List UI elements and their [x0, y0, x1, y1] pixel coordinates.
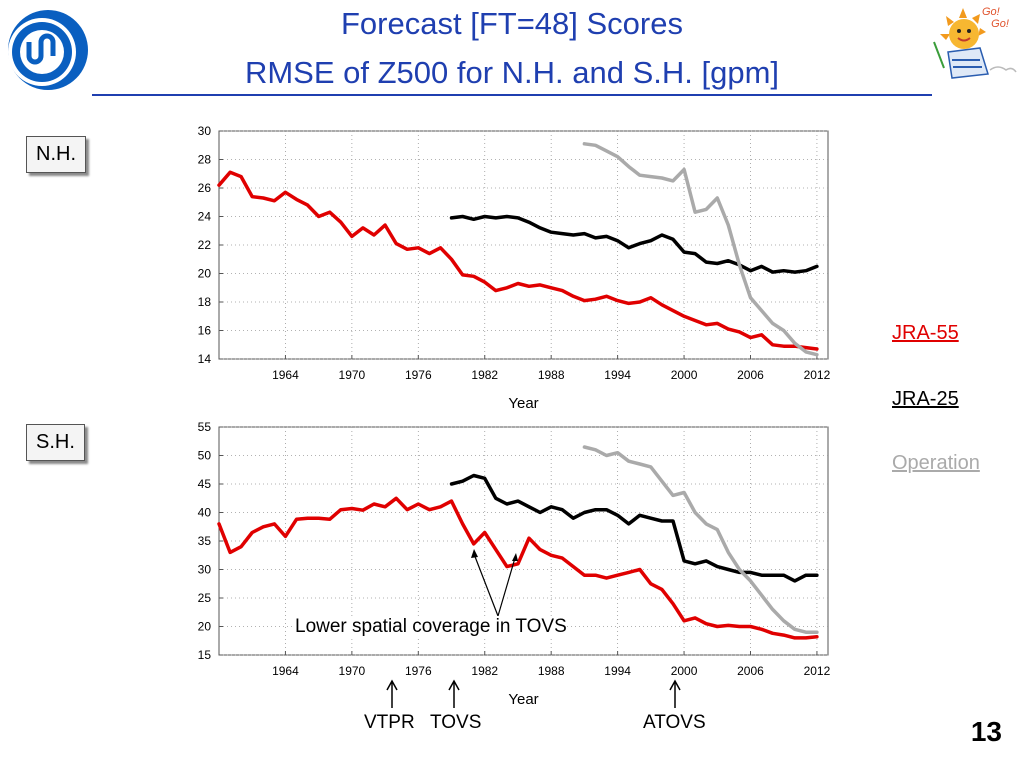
nh-xtick-label: 1982 — [471, 368, 498, 382]
nh-xtick-label: 1988 — [538, 368, 565, 382]
sh-ytick-label: 45 — [198, 477, 212, 491]
tovs-label: TOVS — [430, 712, 482, 733]
sh-series-jra-25 — [449, 473, 819, 583]
sh-ytick-label: 15 — [198, 648, 212, 662]
page-number: 13 — [970, 716, 1002, 747]
nh-ytick-label: 16 — [198, 324, 212, 338]
nh-xtick-label: 1970 — [339, 368, 366, 382]
nh-series-jra-55 — [217, 170, 819, 351]
nh-ytick-label: 24 — [198, 210, 212, 224]
sh-xtick-label: 1982 — [471, 664, 498, 678]
nh-xaxis-label: Year — [508, 395, 538, 412]
legend-item-jra25[interactable]: JRA-25 — [892, 388, 959, 410]
sh-series-operation — [582, 445, 819, 634]
sh-ytick-label: 35 — [198, 534, 212, 548]
vtpr-label: VTPR — [364, 712, 415, 733]
nh-xtick-label: 2012 — [804, 368, 831, 382]
sh-ytick-label: 30 — [198, 563, 212, 577]
sh-xtick-label: 1976 — [405, 664, 432, 678]
tovs-coverage-note: Lower spatial coverage in TOVS — [295, 616, 567, 638]
nh-xtick-label: 2000 — [671, 368, 698, 382]
nh-xtick-label: 2006 — [737, 368, 764, 382]
nh-xtick-label: 1994 — [604, 368, 631, 382]
sh-xtick-label: 1964 — [272, 664, 299, 678]
sh-xaxis-label: Year — [508, 691, 538, 708]
atovs-label: ATOVS — [643, 712, 706, 733]
nh-ytick-label: 20 — [198, 267, 212, 281]
nh-series-jra-25 — [449, 214, 819, 274]
legend-item-operation[interactable]: Operation — [892, 452, 980, 474]
nh-ytick-label: 28 — [198, 153, 212, 167]
sh-xtick-label: 2000 — [671, 664, 698, 678]
sh-xtick-label: 1970 — [339, 664, 366, 678]
nh-ytick-label: 14 — [198, 352, 212, 366]
sh-xtick-label: 2012 — [804, 664, 831, 678]
mascot-go-text: Go! Go! — [982, 6, 1009, 30]
sh-xtick-label: 2006 — [737, 664, 764, 678]
title-underline — [92, 94, 932, 96]
nh-xtick-label: 1976 — [405, 368, 432, 382]
nh-ytick-label: 26 — [198, 181, 212, 195]
nh-ytick-label: 30 — [198, 124, 212, 138]
mascot-icon — [933, 8, 1017, 79]
chart-nh: 14 16 18 20 22 24 26 28 30 1964 1970 1976 1982 1988 19… — [198, 124, 831, 412]
sh-ytick-label: 50 — [198, 449, 212, 463]
nh-ytick-label: 18 — [198, 295, 212, 309]
page-title-line2: RMSE of Z500 for N.H. and S.H. [gpm] — [244, 55, 780, 90]
sh-ytick-label: 20 — [198, 620, 212, 634]
nh-xtick-label: 1964 — [272, 368, 299, 382]
nh-ytick-label: 22 — [198, 238, 212, 252]
organization-logo-icon — [8, 10, 88, 90]
region-label-sh: S.H. — [26, 424, 85, 461]
sh-xtick-label: 1994 — [604, 664, 631, 678]
region-label-nh: N.H. — [26, 136, 86, 173]
sh-xtick-label: 1988 — [538, 664, 565, 678]
sh-series-jra-55 — [217, 496, 819, 640]
sh-ytick-label: 40 — [198, 506, 212, 520]
nh-series-operation — [582, 142, 819, 357]
page-title-line1: Forecast [FT=48] Scores — [341, 6, 683, 41]
sh-ytick-label: 55 — [198, 420, 212, 434]
chart-sh: 15 20 25 30 35 40 45 50 55 1964 1970 1976 1982 1988 19… — [198, 420, 831, 708]
sh-ytick-label: 25 — [198, 591, 212, 605]
legend-item-jra55[interactable]: JRA-55 — [892, 322, 959, 344]
